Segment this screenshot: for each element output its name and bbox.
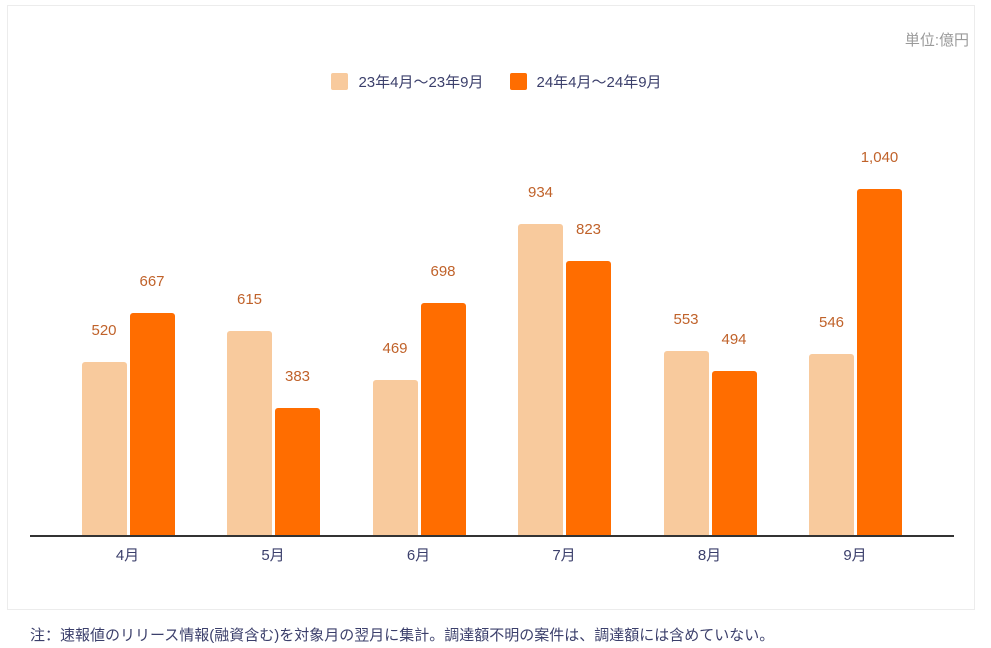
legend: 23年4月～23年9月 24年4月～24年9月: [0, 71, 991, 92]
x-tick-label: 7月: [552, 547, 576, 564]
value-label: 934: [527, 184, 554, 201]
value-label: 383: [284, 368, 311, 385]
value-label: 1,040: [860, 149, 899, 166]
bar-6月-series-2[interactable]: [420, 303, 466, 536]
bar-5月-series-1[interactable]: [227, 331, 272, 536]
value-label: 698: [430, 263, 456, 280]
value-label: 823: [575, 221, 602, 238]
bar-4月-series-1[interactable]: [81, 362, 127, 536]
bar-9月-series-2[interactable]: [857, 189, 902, 536]
value-label: 667: [139, 273, 165, 290]
bar-8月-series-2[interactable]: [711, 371, 757, 536]
x-tick-label: 6月: [406, 547, 431, 564]
legend-item-2023[interactable]: 23年4月～23年9月: [329, 71, 484, 92]
value-label: 494: [721, 331, 747, 348]
legend-item-2024[interactable]: 24年4月～24年9月: [508, 71, 662, 92]
bar-7月-series-1[interactable]: [518, 224, 563, 536]
bar-6月-series-1[interactable]: [372, 380, 418, 536]
x-tick-label: 8月: [697, 547, 722, 564]
bar-8月-series-1[interactable]: [663, 351, 709, 536]
legend-swatch-2023: [331, 73, 349, 90]
legend-swatch-2024: [509, 73, 527, 90]
footnote: 注：速報値のリリース情報(融資含む)を対象月の翌月に集計。調達額不明の案件は、調…: [30, 627, 775, 644]
x-tick-label: 9月: [843, 547, 867, 564]
bar-4月-series-2[interactable]: [129, 313, 175, 536]
bar-5月-series-2[interactable]: [275, 408, 320, 536]
x-tick-label: 5月: [261, 547, 285, 564]
value-label: 520: [91, 322, 117, 339]
x-tick-label: 4月: [115, 547, 140, 564]
value-label: 546: [818, 314, 845, 331]
unit-label: 単位:億円: [904, 32, 969, 49]
legend-label-2024: 24年4月～24年9月: [536, 74, 662, 91]
value-label: 615: [236, 291, 263, 308]
plot-area: 520 667 615 383 469 698 934 823 553 494 546 1,040: [30, 100, 954, 536]
value-label: 553: [673, 311, 699, 328]
x-axis-line: [30, 535, 954, 537]
bar-7月-series-2[interactable]: [566, 261, 611, 536]
legend-label-2023: 23年4月～23年9月: [358, 74, 484, 91]
bar-9月-series-1[interactable]: [809, 354, 854, 536]
value-label: 469: [382, 340, 408, 357]
